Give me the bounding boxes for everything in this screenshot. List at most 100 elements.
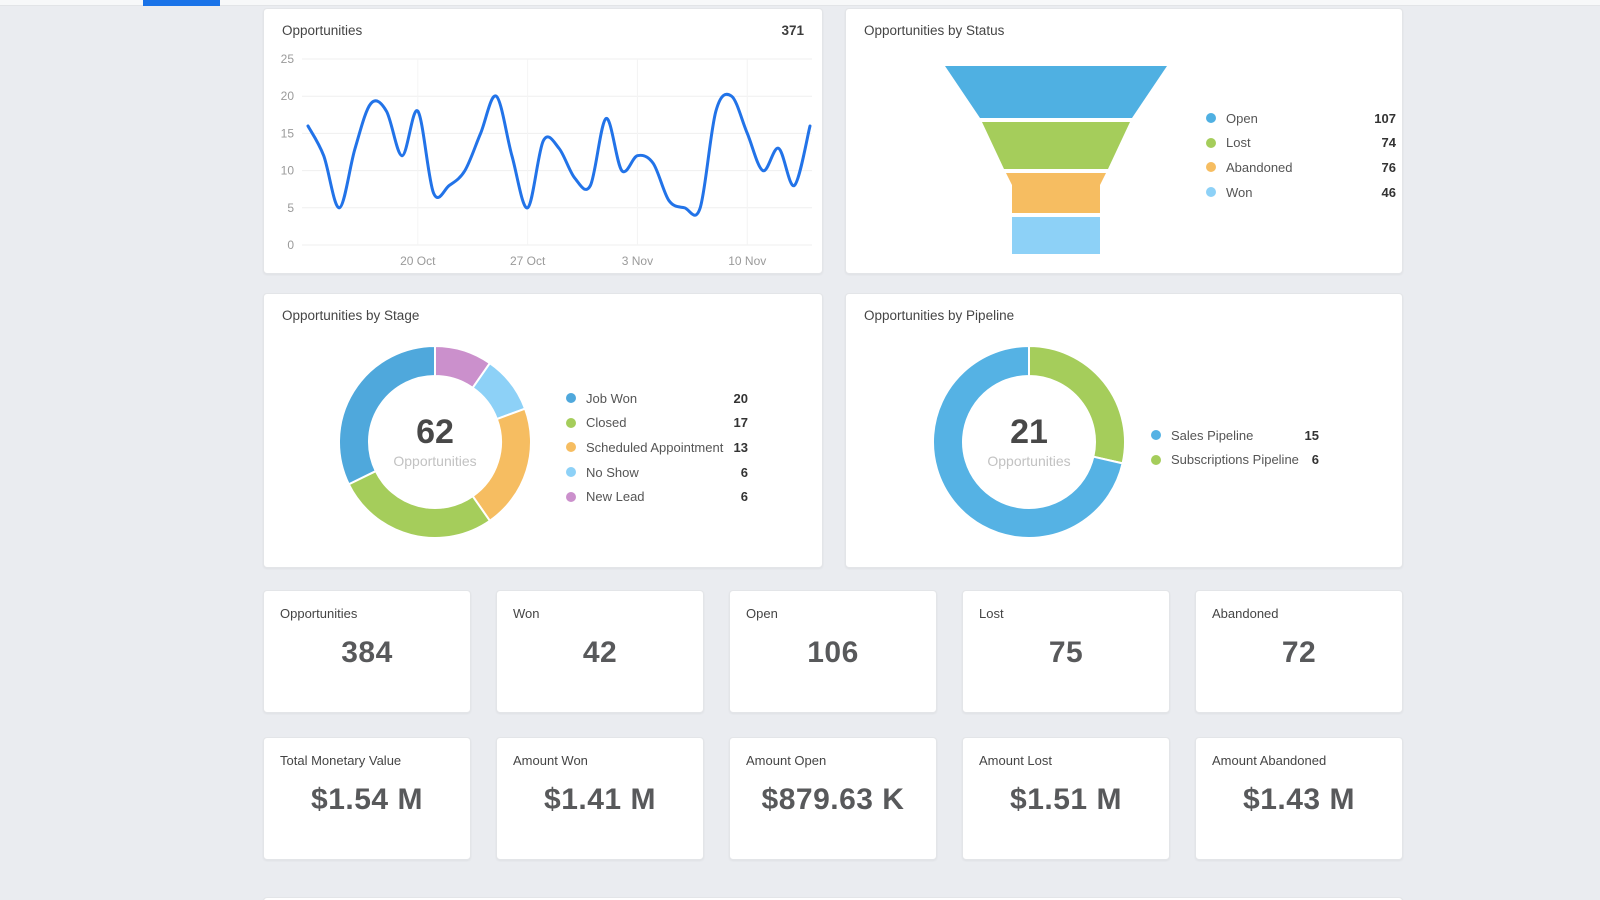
legend-item-sales-pipeline[interactable]: Sales Pipeline 15 [1151,423,1319,448]
legend-color-dot [566,417,576,428]
dashlet-title: Opportunities by Pipeline [864,308,1015,323]
svg-text:3 Nov: 3 Nov [622,254,653,268]
funnel-segment [982,122,1130,169]
funnel-segment [1006,173,1106,213]
stat-card-value: $1.41 M [544,783,656,816]
dashlet-header: Opportunities 371 [264,9,822,38]
funnel-segment [1012,217,1100,254]
stat-card-won: Won 42 [496,590,704,713]
legend-value: 6 [740,489,748,505]
donut-legend: Job Won 20 Closed 17 Scheduled Appointment 13… [566,386,748,509]
chart-total-value: 371 [781,23,804,38]
dashlet-title: Opportunities [282,23,363,38]
legend-label: Lost [1226,135,1251,151]
funnel-legend: Open 107 Lost 74 Abandoned 76 Won 46 [1206,106,1396,204]
legend-label: Sales Pipeline [1171,427,1254,443]
stat-card-title: Won [513,606,540,621]
stat-card-value: $1.54 M [311,783,423,816]
svg-text:15: 15 [281,126,295,140]
legend-label: Open [1226,110,1258,126]
legend-value: 6 [740,464,748,480]
top-tab-indicator [143,0,220,6]
funnel-segment [945,66,1167,118]
legend-label: Abandoned [1226,159,1293,175]
stat-card-value: 42 [582,636,618,669]
legend-value: 13 [733,439,748,455]
stat-card-value: 384 [341,636,393,669]
stat-card-title: Amount Lost [979,753,1052,768]
svg-text:0: 0 [287,238,294,252]
svg-text:25: 25 [281,52,295,66]
next-row-dashlet-partial [263,897,1403,900]
stat-cards-row-amounts: Total Monetary Value $1.54 M Amount Won $1.… [263,737,1403,860]
stat-cards-row-counts: Opportunities 384 Won 42 Open 106 Lost 75 Abando… [263,590,1403,713]
donut-slice [1028,345,1126,465]
stat-card-value: $1.51 M [1010,783,1122,816]
legend-color-dot [566,467,576,478]
svg-text:10 Nov: 10 Nov [728,254,766,268]
legend-item-abandoned[interactable]: Abandoned 76 [1206,155,1396,180]
legend-item-closed[interactable]: Closed 17 [566,411,748,436]
dashlet-opportunities-by-status: Opportunities by Status Open 107 Lost 74 Aba… [845,8,1403,274]
stat-card-title: Total Monetary Value [280,753,402,768]
legend-color-dot [1206,187,1216,198]
legend-item-no-show[interactable]: No Show 6 [566,460,748,485]
dashlet-header: Opportunities by Pipeline [846,294,1402,323]
legend-item-open[interactable]: Open 107 [1206,106,1396,131]
legend-item-job-won[interactable]: Job Won 20 [566,386,748,411]
stat-card-value: 106 [807,636,859,669]
legend-label: No Show [586,464,639,480]
stat-card-title: Open [746,606,778,621]
stat-card-title: Amount Won [513,753,588,768]
legend-value: 76 [1381,159,1396,175]
legend-color-dot [566,442,576,453]
donut-chart-wrap: 62 Opportunities [335,342,535,542]
funnel-chart-svg [945,66,1167,254]
legend-label: Scheduled Appointment [586,439,724,455]
stat-card-abandoned: Abandoned 72 [1195,590,1403,713]
legend-item-scheduled-appointment[interactable]: Scheduled Appointment 13 [566,435,748,460]
legend-item-subscriptions-pipeline[interactable]: Subscriptions Pipeline 6 [1151,448,1319,473]
donut-slice [338,345,436,486]
legend-item-lost[interactable]: Lost 74 [1206,131,1396,156]
legend-item-new-lead[interactable]: New Lead 6 [566,484,748,509]
legend-label: Won [1226,184,1253,200]
top-edge-strip [0,0,1600,6]
legend-value: 20 [733,390,748,406]
svg-text:20: 20 [281,89,295,103]
svg-text:20 Oct: 20 Oct [400,254,436,268]
legend-color-dot [1151,454,1161,465]
legend-value: 46 [1381,184,1396,200]
svg-text:27 Oct: 27 Oct [510,254,546,268]
dashlet-title: Opportunities by Stage [282,308,420,323]
legend-color-dot [1206,162,1216,173]
legend-value: 6 [1311,452,1319,468]
legend-item-won[interactable]: Won 46 [1206,180,1396,205]
stat-card-total-monetary-value: Total Monetary Value $1.54 M [263,737,471,860]
legend-label: New Lead [586,489,645,505]
stat-card-open: Open 106 [729,590,937,713]
donut-slice [471,407,532,522]
donut-chart-wrap: 21 Opportunities [929,342,1129,542]
donut-slice [932,345,1124,539]
stat-card-title: Lost [979,606,1004,621]
legend-value: 107 [1374,110,1396,126]
donut-slice [347,470,491,539]
stat-card-amount-lost: Amount Lost $1.51 M [962,737,1170,860]
stat-card-title: Opportunities [280,606,358,621]
legend-color-dot [1151,430,1161,441]
stat-card-title: Amount Abandoned [1212,753,1327,768]
stat-card-amount-abandoned: Amount Abandoned $1.43 M [1195,737,1403,860]
stat-card-amount-open: Amount Open $879.63 K [729,737,937,860]
donut-legend: Sales Pipeline 15 Subscriptions Pipeline 6 [1151,423,1319,472]
legend-label: Subscriptions Pipeline [1171,452,1299,468]
legend-label: Closed [586,415,627,431]
donut-chart-svg [338,345,532,539]
dashlet-title: Opportunities by Status [864,23,1005,38]
stat-card-opportunities: Opportunities 384 [263,590,471,713]
stat-card-value: 72 [1281,636,1317,669]
stat-card-lost: Lost 75 [962,590,1170,713]
dashlet-header: Opportunities by Status [846,9,1402,38]
donut-chart-svg [932,345,1126,539]
legend-value: 15 [1304,427,1319,443]
